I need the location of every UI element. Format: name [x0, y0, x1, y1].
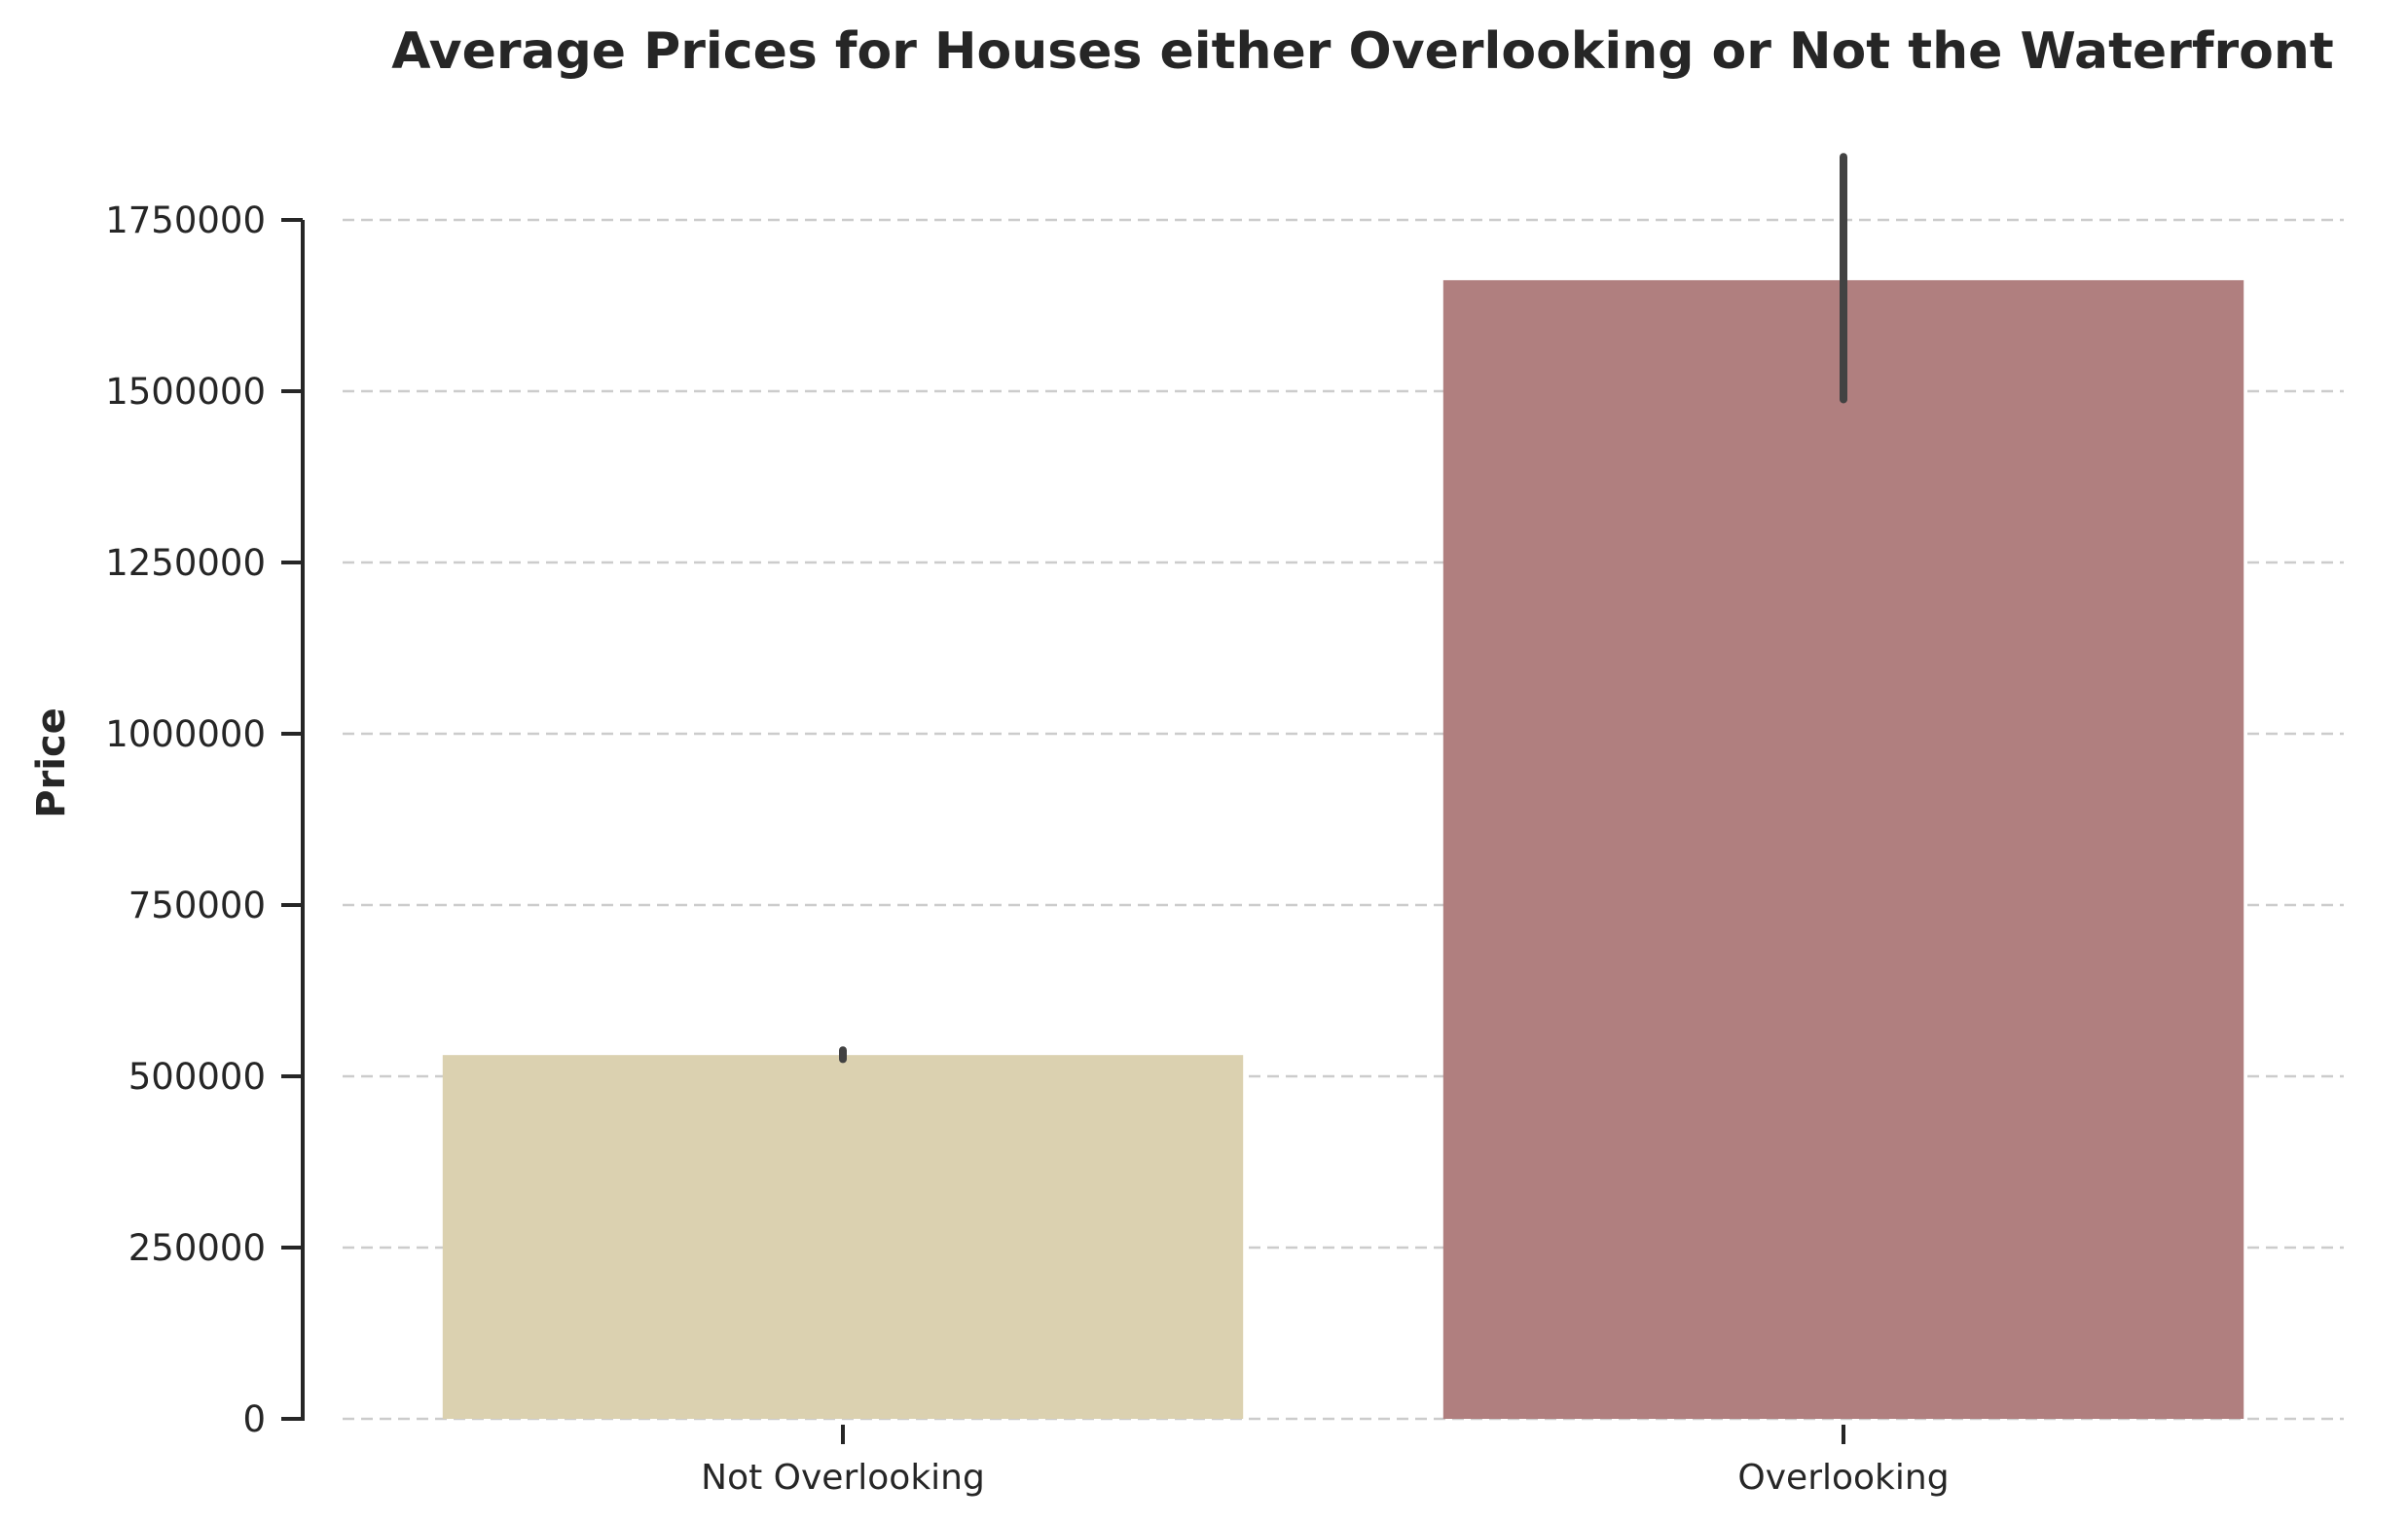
bar-not-overlooking: [442, 1055, 1244, 1419]
y-tick-label: 1500000: [105, 371, 266, 413]
bar-overlooking: [1442, 279, 2244, 1419]
y-tick-label: 1000000: [105, 713, 266, 755]
y-tick-label: 1250000: [105, 542, 266, 584]
y-tick-label: 250000: [128, 1227, 266, 1269]
y-tick-label: 1750000: [105, 199, 266, 241]
axes: 0 250000 500000 750000 1000000 1250000 1500000…: [105, 199, 1949, 1498]
y-tick-label: 750000: [128, 885, 266, 926]
x-tick-label: Overlooking: [1737, 1458, 1949, 1498]
y-tick-label: 500000: [128, 1056, 266, 1098]
y-axis-label: Price: [29, 707, 74, 818]
error-bars: [839, 153, 1847, 1064]
chart-title: Average Prices for Houses either Overloo…: [391, 22, 2333, 81]
y-tick-label: 0: [242, 1398, 266, 1440]
bars: [442, 279, 2244, 1419]
x-tick-label: Not Overlooking: [701, 1458, 985, 1498]
